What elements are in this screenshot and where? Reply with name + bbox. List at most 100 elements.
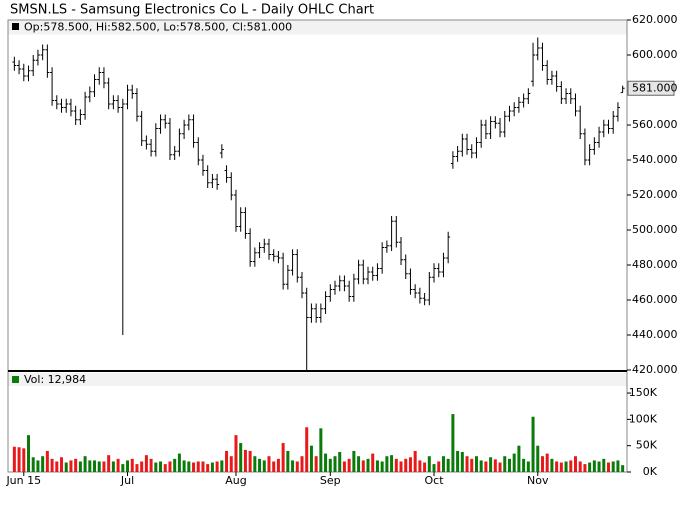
- volume-bar: [578, 461, 582, 472]
- volume-bar: [493, 459, 497, 472]
- volume-bar: [243, 449, 247, 472]
- x-tick-label: Jul: [120, 474, 134, 487]
- volume-bar: [258, 458, 262, 472]
- volume-bar: [484, 461, 488, 472]
- volume-bar: [173, 458, 177, 472]
- volume-bar: [135, 464, 139, 472]
- volume-bar: [210, 462, 214, 472]
- volume-bar: [399, 461, 403, 472]
- volume-bar: [187, 461, 191, 472]
- volume-bar: [361, 460, 365, 472]
- volume-bar: [328, 458, 332, 472]
- volume-bar: [163, 464, 167, 472]
- y-tick-label: 420.000: [632, 363, 678, 376]
- volume-bar: [390, 455, 394, 472]
- volume-bar: [479, 460, 483, 472]
- volume-bar: [583, 464, 587, 472]
- volume-bar: [88, 460, 92, 472]
- volume-bar: [196, 461, 200, 472]
- volume-bar: [616, 460, 620, 472]
- volume-bar: [93, 460, 97, 472]
- volume-bar: [550, 458, 554, 472]
- y-tick-label: 600.000: [632, 48, 678, 61]
- last-price-label: 581.000: [632, 81, 678, 94]
- volume-bar: [569, 460, 573, 472]
- volume-bar: [102, 461, 106, 472]
- volume-bar: [149, 458, 153, 472]
- volume-bar: [130, 458, 134, 472]
- volume-bar: [545, 453, 549, 472]
- volume-bar: [507, 458, 511, 472]
- volume-bar: [319, 428, 323, 472]
- volume-bar: [347, 458, 351, 472]
- volume-legend-swatch: [12, 376, 19, 383]
- volume-bar: [352, 450, 356, 472]
- volume-bar: [126, 460, 130, 472]
- volume-bar: [526, 461, 530, 472]
- volume-bar: [281, 443, 285, 472]
- volume-bar: [225, 450, 229, 472]
- volume-bar: [154, 462, 158, 472]
- volume-bar: [531, 416, 535, 472]
- volume-bar: [140, 461, 144, 472]
- volume-bar: [144, 455, 148, 472]
- volume-bar: [83, 456, 87, 472]
- y-tick-label: 620.000: [632, 13, 678, 26]
- volume-bar: [12, 446, 16, 472]
- volume-bar: [206, 464, 210, 472]
- y-tick-label: 100K: [629, 412, 658, 425]
- volume-bar: [74, 458, 78, 472]
- volume-bar: [300, 456, 304, 472]
- volume-bar: [31, 457, 35, 472]
- volume-bar: [517, 445, 521, 472]
- volume-bar: [17, 447, 21, 472]
- volume-bar: [404, 458, 408, 472]
- volume-bar: [50, 458, 54, 472]
- volume-bar: [371, 453, 375, 472]
- volume-bar: [460, 452, 464, 472]
- volume-bar: [45, 450, 49, 472]
- volume-bar: [239, 443, 243, 472]
- volume-bar: [380, 461, 384, 472]
- x-tick-label: Oct: [425, 474, 445, 487]
- volume-bar: [418, 460, 422, 472]
- volume-bar: [220, 460, 224, 472]
- volume-bar: [229, 456, 233, 472]
- volume-bar: [413, 450, 417, 472]
- volume-bar: [606, 462, 610, 472]
- legend-band: [8, 373, 627, 386]
- volume-bar: [291, 460, 295, 472]
- volume-bar: [451, 414, 455, 472]
- volume-bar: [78, 461, 82, 472]
- volume-bar: [536, 445, 540, 472]
- volume-bar: [272, 461, 276, 472]
- volume-legend: Vol: 12,984: [24, 373, 86, 386]
- volume-bar: [60, 457, 64, 472]
- y-tick-label: 480.000: [632, 258, 678, 271]
- price-legend: Op:578.500, Hi:582.500, Lo:578.500, Cl:5…: [24, 21, 292, 34]
- y-tick-label: 540.000: [632, 153, 678, 166]
- volume-bar: [177, 453, 181, 472]
- volume-bar: [611, 461, 615, 472]
- x-tick-label: Nov: [527, 474, 549, 487]
- volume-bar: [559, 462, 563, 472]
- volume-bar: [342, 461, 346, 472]
- volume-bar: [121, 464, 125, 472]
- y-tick-label: 0K: [643, 465, 658, 478]
- y-tick-label: 560.000: [632, 118, 678, 131]
- volume-bar: [314, 456, 318, 472]
- volume-bar: [295, 461, 299, 472]
- volume-bar: [324, 453, 328, 472]
- volume-bar: [588, 462, 592, 472]
- y-tick-label: 500.000: [632, 223, 678, 236]
- volume-bar: [248, 450, 252, 472]
- chart-title: SMSN.LS - Samsung Electronics Co L - Dai…: [10, 3, 374, 18]
- volume-bar: [512, 453, 516, 472]
- y-tick-label: 150K: [629, 386, 658, 399]
- volume-bar: [456, 450, 460, 472]
- volume-bar: [159, 461, 163, 472]
- volume-bar: [253, 456, 257, 472]
- volume-bar: [333, 456, 337, 472]
- volume-bar: [215, 461, 219, 472]
